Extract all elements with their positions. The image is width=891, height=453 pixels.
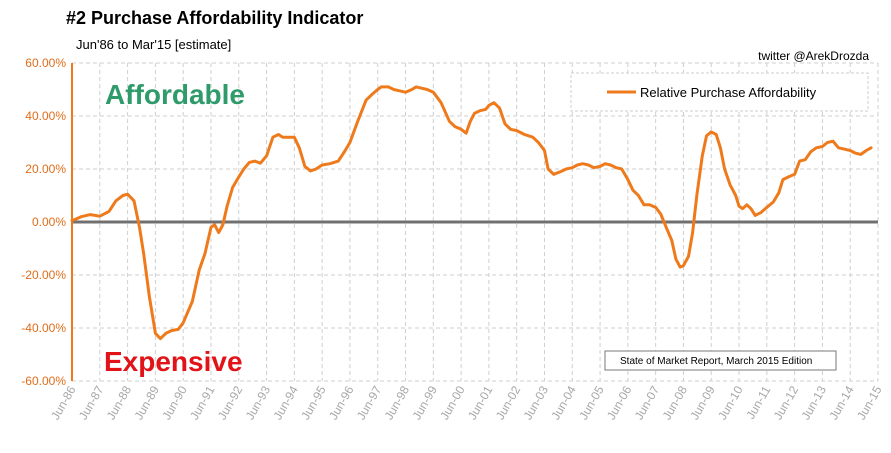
y-tick-label: 40.00% [25, 109, 66, 123]
y-tick-label: 60.00% [25, 56, 66, 70]
x-tick-label: Jun-87 [76, 383, 107, 422]
x-tick-label: Jun-92 [215, 383, 246, 422]
x-tick-label: Jun-90 [159, 383, 190, 422]
legend-label: Relative Purchase Affordability [640, 85, 817, 100]
y-tick-label: -60.00% [21, 374, 66, 388]
x-tick-label: Jun-94 [270, 383, 301, 422]
x-tick-label: Jun-96 [326, 383, 357, 422]
x-tick-label: Jun-15 [854, 383, 885, 422]
x-tick-label: Jun-02 [493, 383, 524, 422]
x-tick-label: Jun-93 [243, 383, 274, 422]
x-tick-label: Jun-12 [771, 383, 802, 422]
x-tick-label: Jun-11 [743, 383, 773, 421]
y-tick-label: 0.00% [32, 215, 66, 229]
source-box [604, 350, 837, 371]
x-tick-label: Jun-06 [604, 383, 635, 422]
expensive-annotation: Expensive [104, 346, 243, 377]
x-tick-label: Jun-10 [715, 383, 746, 422]
chart-title: #2 Purchase Affordability Indicator [66, 8, 364, 28]
series-layer [70, 85, 873, 341]
y-tick-label: -20.00% [21, 268, 66, 282]
x-tick-label: Jun-04 [548, 383, 579, 422]
chart-subtitle: Jun'86 to Mar'15 [estimate] [76, 37, 232, 52]
x-tick-label: Jun-88 [104, 383, 135, 422]
x-tick-label: Jun-99 [409, 383, 440, 422]
y-tick-label: -40.00% [21, 321, 66, 335]
x-tick-label: Jun-13 [799, 383, 830, 422]
affordable-annotation: Affordable [105, 79, 245, 110]
source-text: State of Market Report, March 2015 Editi… [620, 356, 812, 367]
legend: Relative Purchase Affordability [570, 72, 869, 112]
x-tick-label: Jun-95 [298, 383, 329, 422]
y-tick-label: 20.00% [25, 162, 66, 176]
x-tick-label: Jun-01 [465, 383, 496, 422]
x-tick-label: Jun-07 [632, 383, 663, 422]
x-tick-label: Jun-86 [48, 383, 79, 422]
x-tick-label: Jun-97 [354, 383, 385, 422]
x-tick-label: Jun-98 [382, 383, 413, 422]
grid-layer [72, 62, 879, 382]
x-tick-label: Jun-05 [576, 383, 607, 422]
source-note: State of Market Report, March 2015 Editi… [604, 350, 837, 371]
x-tick-label: Jun-09 [687, 383, 718, 422]
x-tick-label: Jun-00 [437, 383, 468, 422]
chart-credit: twitter @ArekDrozda [758, 49, 869, 63]
x-tick-label: Jun-14 [826, 383, 857, 422]
x-tick-label: Jun-03 [521, 383, 552, 422]
x-tick-label: Jun-91 [187, 383, 218, 422]
x-tick-label: Jun-08 [660, 383, 691, 422]
x-tick-label: Jun-89 [132, 383, 163, 422]
series-line [70, 85, 873, 341]
